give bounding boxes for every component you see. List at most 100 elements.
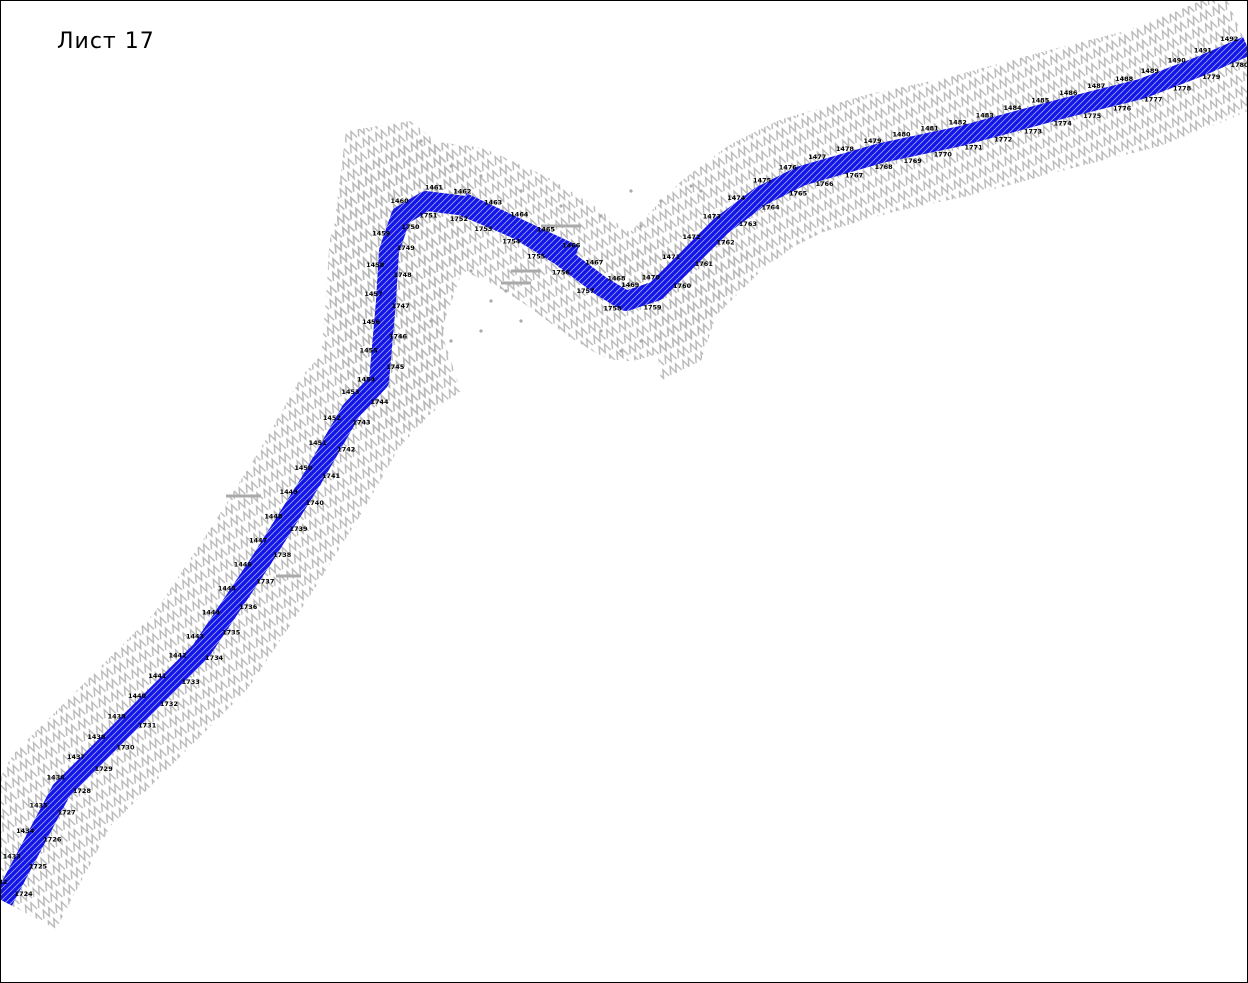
station-label: 1491 (1194, 46, 1213, 54)
terrain-dot (419, 139, 423, 143)
station-label: 1747 (392, 302, 410, 310)
terrain-dot (599, 329, 603, 333)
station-label: 1445 (218, 584, 237, 592)
station-label: 1769 (904, 157, 923, 165)
station-label: 1490 (1168, 57, 1187, 65)
terrain-dot (629, 189, 633, 193)
station-label: 1777 (1144, 96, 1162, 104)
station-label: 1730 (116, 743, 135, 751)
station-label: 1477 (808, 153, 826, 161)
station-label: 1442 (169, 652, 187, 660)
station-label: 1432 (1, 878, 7, 886)
station-label: 1489 (1141, 67, 1160, 75)
station-label: 1433 (3, 852, 21, 860)
station-label: 1748 (394, 271, 413, 279)
station-label: 1726 (43, 835, 62, 843)
station-label: 1742 (337, 445, 355, 453)
station-label: 1436 (47, 774, 66, 782)
station-label: 1453 (341, 388, 359, 396)
station-label: 1757 (576, 287, 594, 295)
station-label: 1475 (753, 176, 772, 184)
terrain-dot (519, 189, 523, 193)
station-label: 1465 (537, 225, 556, 233)
station-label: 1746 (389, 333, 408, 341)
station-label: 1486 (1059, 89, 1078, 97)
station-label: 1732 (160, 700, 178, 708)
station-label: 1724 (15, 890, 34, 898)
station-label: 1779 (1202, 73, 1221, 81)
station-label: 1770 (934, 150, 953, 158)
station-label: 1488 (1115, 75, 1134, 83)
route-line (1, 36, 1247, 906)
station-label: 1466 (562, 241, 581, 249)
terrain-dot (489, 299, 493, 303)
station-label: 1727 (58, 808, 76, 816)
terrain-dot (449, 164, 453, 168)
sheet-title: Лист 17 (57, 29, 155, 54)
station-label: 1745 (386, 363, 405, 371)
station-label: 1446 (234, 561, 253, 569)
station-label: 1760 (673, 282, 692, 290)
station-label: 1438 (87, 733, 106, 741)
station-label: 1454 (357, 375, 376, 383)
station-label: 1725 (29, 863, 48, 871)
station-label: 1448 (264, 512, 283, 520)
station-label: 1752 (450, 215, 468, 223)
terrain-dot (599, 214, 603, 218)
terrain-patch (581, 241, 761, 381)
station-label: 1479 (863, 137, 882, 145)
station-label: 1736 (239, 603, 258, 611)
station-label: 1472 (682, 233, 700, 241)
terrain-dot (639, 339, 643, 343)
station-label: 1743 (352, 419, 370, 427)
station-label: 1457 (364, 290, 382, 298)
station-label: 1759 (643, 303, 662, 311)
station-label: 1739 (289, 525, 308, 533)
station-label: 1767 (845, 172, 863, 180)
station-label: 1462 (453, 187, 471, 195)
station-label: 1443 (186, 632, 204, 640)
station-label: 1474 (727, 194, 746, 202)
station-label: 1761 (695, 260, 714, 268)
station-label: 1458 (366, 261, 385, 269)
station-label: 1481 (921, 125, 940, 133)
pipeline-route (1, 36, 1247, 906)
station-label: 1437 (67, 753, 85, 761)
station-label: 1750 (401, 223, 420, 231)
station-label: 1766 (815, 180, 834, 188)
station-label: 1749 (397, 244, 416, 252)
station-label: 1744 (370, 398, 389, 406)
terrain-dot (469, 269, 473, 273)
station-label: 1461 (425, 184, 444, 192)
station-label: 1755 (527, 252, 546, 260)
terrain-band (1, 1, 1247, 929)
station-label: 1751 (419, 211, 438, 219)
station-label: 1450 (294, 464, 313, 472)
terrain-dot (504, 289, 508, 293)
station-label: 1459 (372, 229, 391, 237)
station-label: 1762 (717, 238, 735, 246)
station-label: 1469 (621, 281, 640, 289)
station-label: 1464 (510, 210, 529, 218)
station-label: 1463 (484, 198, 502, 206)
station-label: 1440 (128, 692, 147, 700)
station-label: 1740 (306, 499, 325, 507)
station-label: 1467 (585, 259, 603, 267)
station-label: 1485 (1031, 96, 1050, 104)
station-label: 1763 (739, 220, 757, 228)
route-branch (461, 193, 579, 263)
station-label: 1741 (322, 472, 341, 480)
station-label: 1772 (994, 135, 1012, 143)
terrain-dot (429, 319, 433, 323)
station-label: 1758 (603, 305, 622, 313)
station-label: 1775 (1083, 112, 1102, 120)
station-label: 1738 (273, 551, 292, 559)
terrain-dot (699, 189, 703, 193)
station-label: 1765 (789, 190, 808, 198)
station-label: 1754 (502, 238, 521, 246)
terrain-dot (659, 199, 663, 203)
station-label: 1471 (662, 253, 681, 261)
station-label: 1492 (1220, 35, 1238, 43)
station-label: 1439 (108, 713, 127, 721)
